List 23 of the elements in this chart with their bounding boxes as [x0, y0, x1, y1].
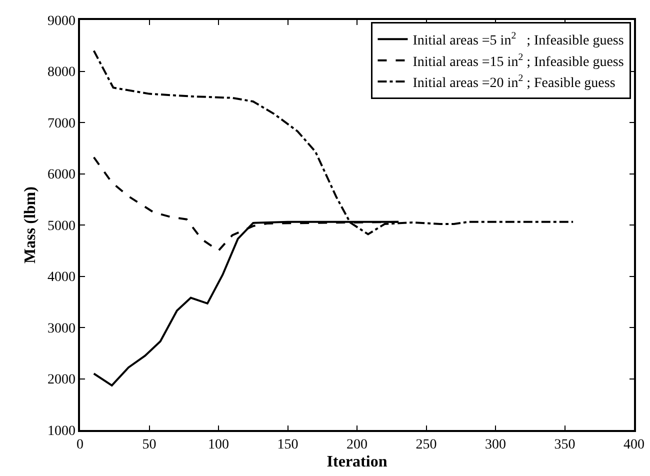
x-tick-label: 50 — [142, 438, 156, 453]
legend-label: Initial areas =20 in$^{2}$ ; Feasible guess — [412, 73, 616, 92]
legend-label: Initial areas =5 in$^{2}$ ; Infeasible guess — [412, 30, 624, 49]
legend-label: Initial areas =15 in$^{2}$ ; Infeasible guess — [412, 52, 624, 70]
y-tick-label: 6000 — [47, 168, 76, 183]
x-tick-label: 300 — [485, 438, 506, 453]
x-tick-label: 400 — [624, 438, 644, 453]
y-tick-label: 7000 — [47, 116, 76, 132]
x-tick-label: 350 — [554, 438, 576, 453]
y-tick-label: 1000 — [47, 424, 76, 439]
y-axis-title: Mass (lbm) — [22, 186, 39, 264]
y-tick-label: 4000 — [47, 270, 76, 286]
y-tick-label: 9000 — [47, 14, 76, 29]
y-tick-label: 8000 — [47, 65, 76, 80]
x-tick-label: 150 — [277, 438, 298, 453]
x-axis-title: Iteration — [326, 454, 388, 471]
x-tick-label: 100 — [208, 438, 229, 453]
x-tick-label: 200 — [346, 438, 368, 453]
y-tick-label: 3000 — [47, 321, 76, 336]
x-tick-label: 0 — [76, 438, 84, 453]
x-tick-label: 250 — [416, 438, 437, 453]
y-tick-label: 2000 — [47, 372, 76, 388]
y-tick-label: 5000 — [47, 218, 76, 234]
